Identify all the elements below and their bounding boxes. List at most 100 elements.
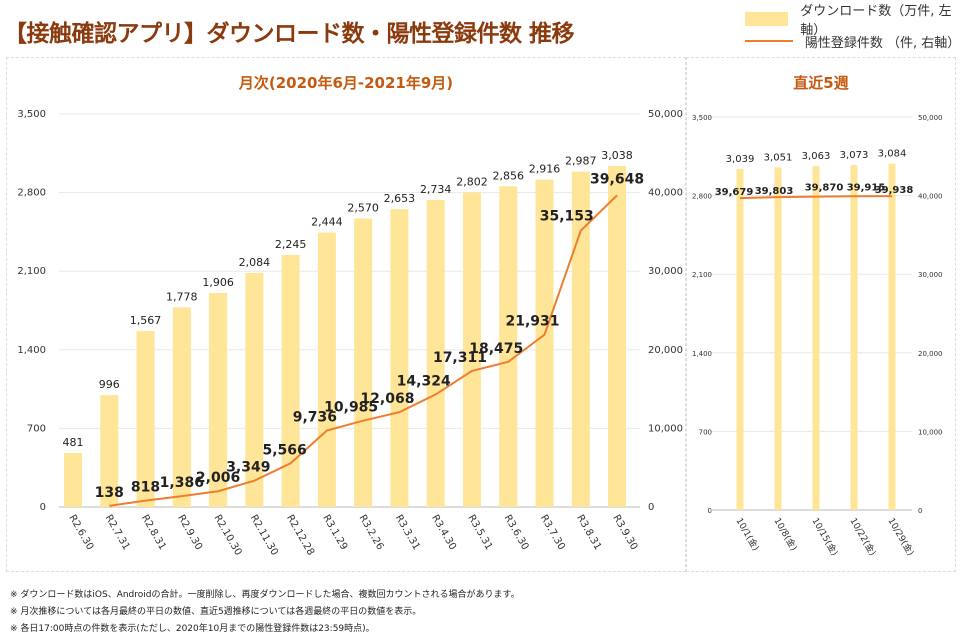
footnotes: ※ ダウンロード数はiOS、Androidの合計。一度削除し、再度ダウンロードし… [10,587,520,638]
monthly-right-tick-label: 10,000 [648,423,683,434]
chart-legend: ダウンロード数（万件, 左軸） 陽性登録件数 （件, 右軸） [745,4,960,52]
monthly-bar [136,331,155,507]
monthly-bar [172,307,191,507]
page-title: 【接触確認アプリ】ダウンロード数・陽性登録件数 推移 [4,21,575,47]
weekly-bar-label: 3,073 [840,150,869,161]
monthly-bar-label: 2,916 [529,163,561,176]
monthly-bar-label: 1,906 [202,276,234,289]
weekly-line-label: 39,938 [875,185,914,196]
footnote-3: ※ 各日17:00時点の件数を表示(ただし、2020年10月までの陽性登録件数は… [10,624,375,634]
weekly-line-label: 39,803 [755,186,794,197]
monthly-bar [535,179,554,507]
weekly-x-tick-label: 10/29(金) [885,516,916,558]
weekly-bar-label: 3,084 [878,149,907,160]
monthly-line-label: 21,931 [505,314,559,330]
weekly-bar-label: 3,051 [764,152,793,163]
monthly-x-tick-label: R3.9.30 [610,513,639,552]
monthly-line-label: 3,349 [226,460,270,476]
weekly-right-tick-label: 10,000 [918,428,943,436]
weekly-chart-panel: 直近5週 [686,57,956,572]
monthly-bar-label: 481 [63,436,84,449]
monthly-bar-label: 2,084 [239,256,271,269]
legend-label-downloads: ダウンロード数（万件, 左軸） [800,4,952,38]
legend-bar-swatch [745,12,789,26]
monthly-line-label: 10,985 [324,400,378,416]
monthly-bar-label: 2,987 [565,155,597,168]
monthly-right-tick-label: 40,000 [648,188,683,199]
legend-item-positives: 陽性登録件数 （件, 右軸） [745,30,960,52]
weekly-bar [774,167,782,510]
weekly-bar [888,163,896,510]
monthly-bar [281,254,300,507]
monthly-line-series [109,194,618,507]
monthly-line-label: 5,566 [262,442,306,458]
monthly-line-label: 818 [131,480,160,496]
monthly-x-tick-label: R3.3.31 [393,513,422,552]
weekly-left-tick-label: 700 [699,428,712,436]
legend-line-swatch [745,40,793,42]
weekly-x-tick-label: 10/8(金) [771,516,800,553]
weekly-right-tick-label: 0 [918,507,922,515]
monthly-bar [462,192,481,507]
monthly-bar-label: 2,653 [384,192,416,205]
monthly-x-tick-label: R2.11.30 [248,513,280,558]
weekly-x-tick-label: 10/22(金) [847,516,878,558]
weekly-x-tick-label: 10/1(金) [733,516,762,553]
monthly-bar-label: 2,734 [420,183,452,196]
monthly-x-tick-label: R2.9.30 [175,513,204,552]
footnote-1: ※ ダウンロード数はiOS、Androidの合計。一度削除し、再度ダウンロードし… [10,590,520,600]
monthly-line-label: 2,006 [196,470,240,486]
monthly-bar [608,165,627,507]
weekly-right-tick-label: 30,000 [918,271,943,279]
monthly-bar [64,452,82,507]
weekly-bar [736,168,744,510]
monthly-bar [571,171,590,507]
weekly-left-tick-label: 1,400 [692,350,712,358]
monthly-right-tick-label: 30,000 [648,266,683,277]
legend-item-downloads: ダウンロード数（万件, 左軸） [745,4,960,38]
monthly-bar [100,395,119,507]
monthly-bar [317,232,336,507]
weekly-bar-label: 3,063 [802,151,831,162]
monthly-right-tick-label: 0 [648,502,654,513]
monthly-x-tick-label: R2.12.28 [284,513,316,558]
monthly-bar-label: 1,778 [166,290,198,303]
monthly-left-tick-label: 700 [27,423,46,434]
weekly-left-tick-label: 3,500 [692,114,712,122]
monthly-bar-label: 2,570 [347,201,379,214]
monthly-left-tick-label: 3,500 [17,109,46,120]
monthly-line-label: 18,475 [469,341,523,357]
monthly-x-tick-label: R3.2.26 [357,513,386,552]
monthly-line-label: 9,736 [293,409,337,425]
monthly-x-tick-label: R2.8.31 [139,513,168,552]
monthly-line-label: 12,068 [360,391,414,407]
monthly-left-tick-label: 2,800 [17,188,46,199]
monthly-bar [499,186,518,507]
weekly-bar [812,166,820,511]
monthly-bar-label: 996 [99,378,120,391]
weekly-x-tick-label: 10/15(金) [809,516,840,558]
monthly-bar [209,292,228,507]
monthly-line-label: 39,648 [590,171,644,187]
monthly-bar-label: 1,567 [130,314,162,327]
monthly-right-tick-label: 20,000 [648,345,683,356]
monthly-x-tick-label: R3.6.30 [502,513,531,552]
monthly-chart-title: 月次(2020年6月-2021年9月) [238,74,454,92]
footnote-2: ※ 月次推移については各月最終の平日の数値、直近5週推移については各週最終の平日… [10,607,422,617]
monthly-right-tick-label: 50,000 [648,109,683,120]
weekly-line-label: 39,915 [847,182,886,193]
weekly-left-tick-label: 2,800 [692,193,712,201]
monthly-bar-label: 2,245 [275,238,307,251]
monthly-x-tick-label: R3.4.30 [429,513,458,552]
monthly-left-tick-label: 2,100 [17,266,46,277]
monthly-bar-label: 3,038 [601,149,633,162]
weekly-right-tick-label: 40,000 [918,193,943,201]
weekly-bar [850,164,858,511]
weekly-right-tick-label: 50,000 [918,114,943,122]
monthly-line-label: 17,311 [433,350,487,366]
monthly-bar [245,272,264,507]
monthly-x-tick-label: R2.10.30 [211,513,243,558]
monthly-line-label: 14,324 [397,373,451,389]
monthly-x-tick-label: R2.7.31 [103,513,132,552]
monthly-x-tick-label: R3.7.30 [538,513,567,552]
